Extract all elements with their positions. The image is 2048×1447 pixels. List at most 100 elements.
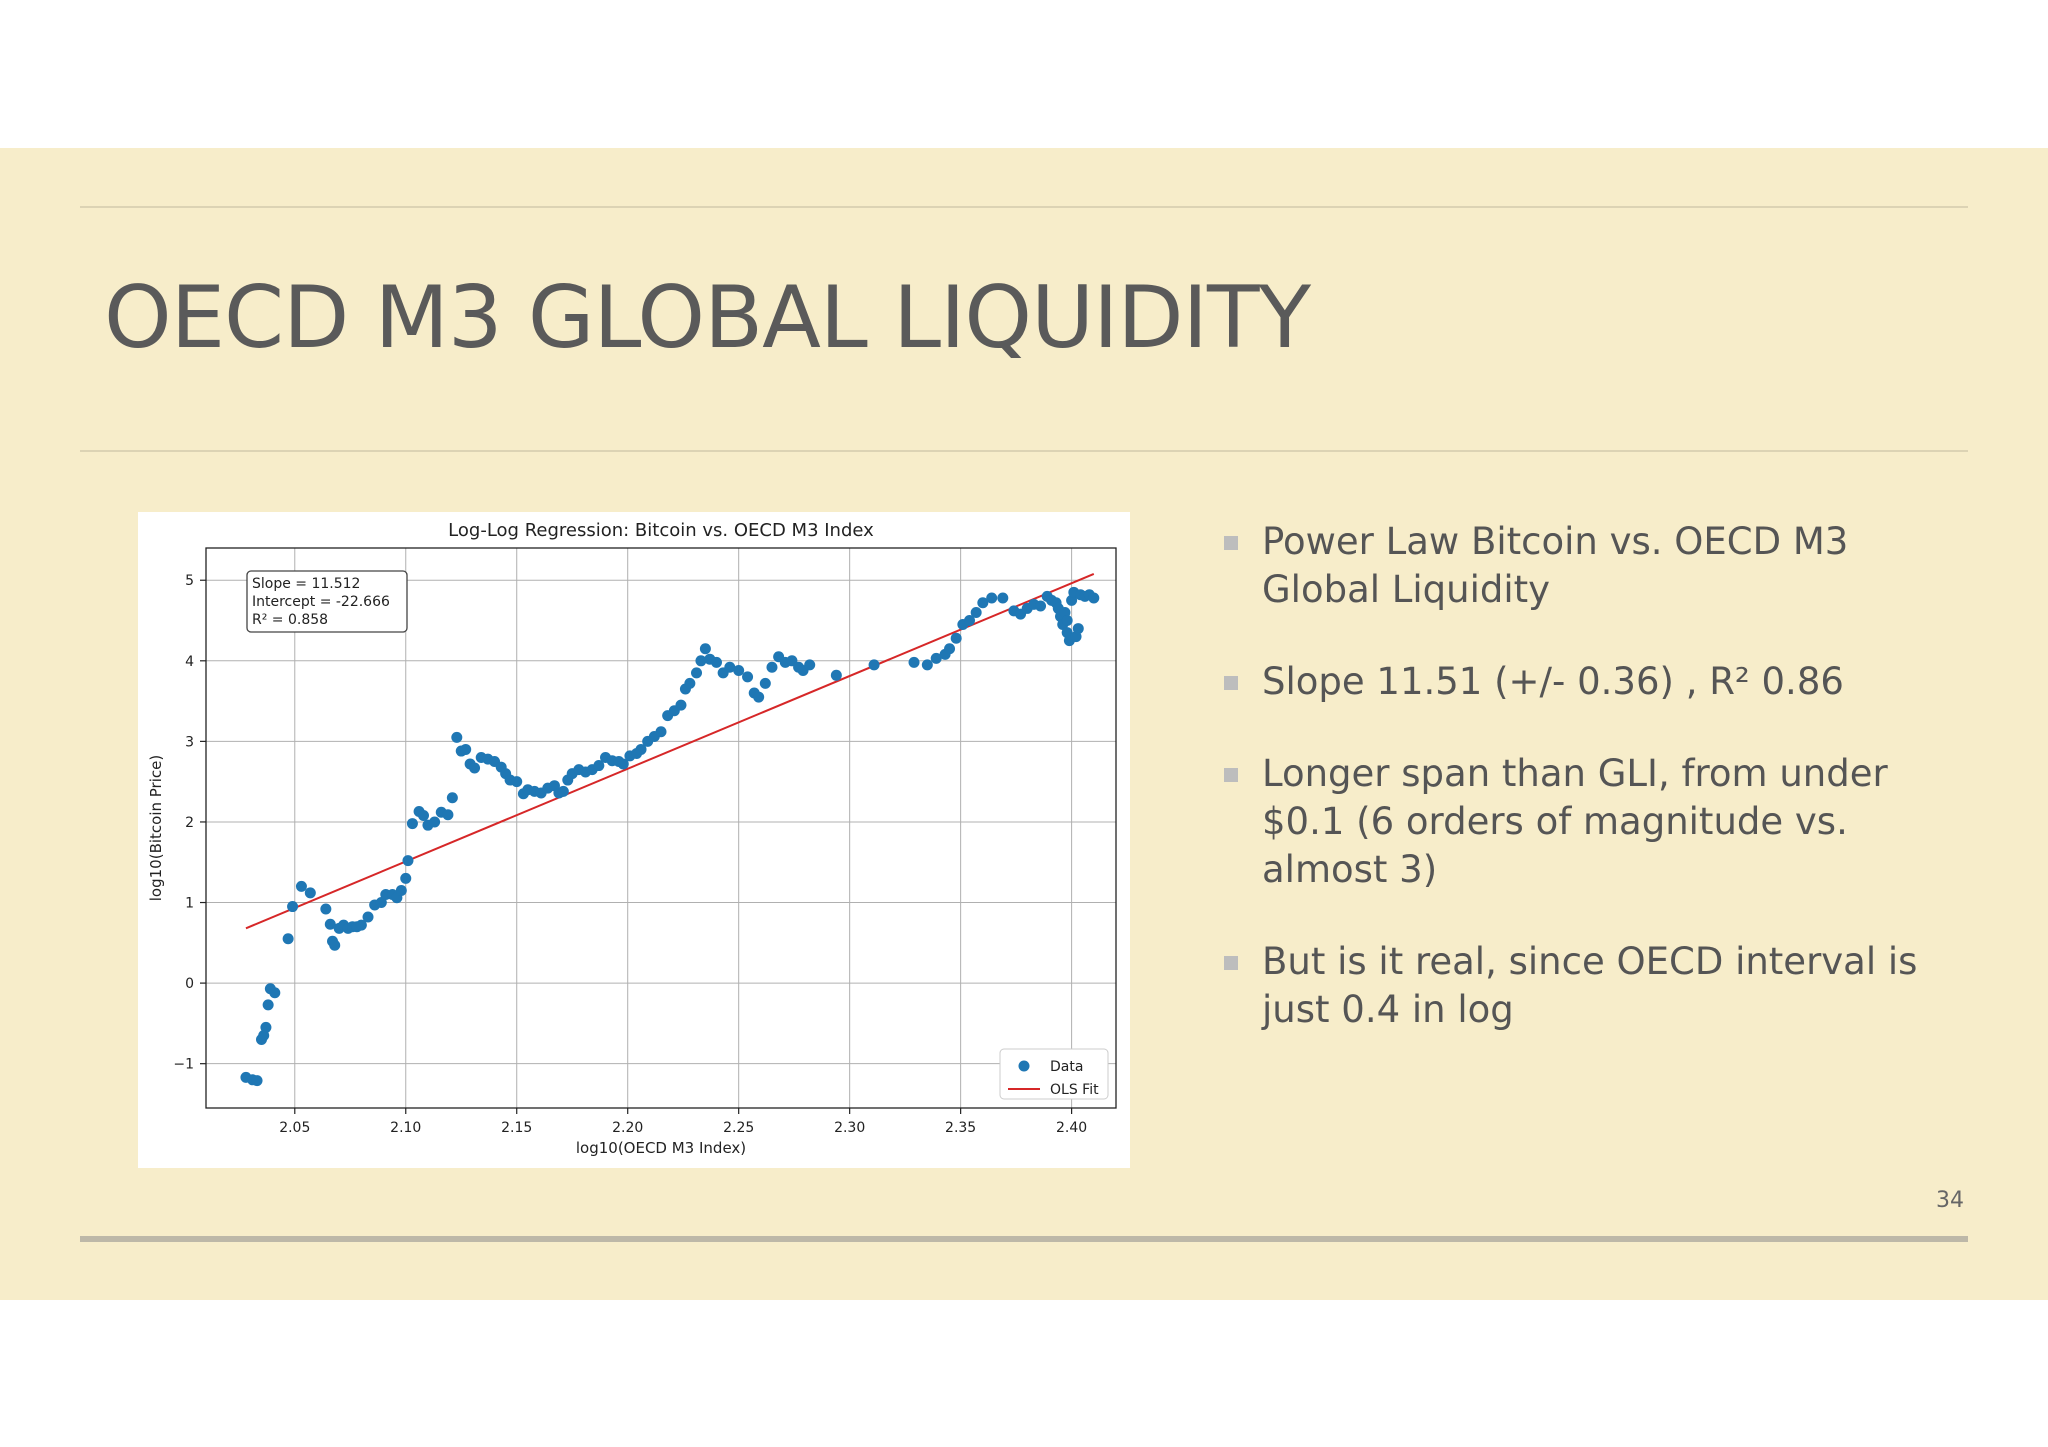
data-point bbox=[282, 933, 294, 945]
data-point bbox=[997, 592, 1009, 604]
legend-data-label: Data bbox=[1050, 1059, 1083, 1075]
slide: OECD M3 GLOBAL LIQUIDITY Log-Log Regress… bbox=[0, 148, 2048, 1300]
y-tick-label: −1 bbox=[173, 1057, 194, 1073]
data-point bbox=[699, 643, 711, 655]
data-point bbox=[320, 903, 332, 915]
data-point bbox=[260, 1021, 272, 1033]
y-tick-label: 2 bbox=[185, 815, 194, 831]
data-point bbox=[675, 699, 687, 711]
data-point bbox=[710, 656, 722, 668]
data-point bbox=[964, 615, 976, 627]
data-point bbox=[1088, 592, 1100, 604]
data-point bbox=[986, 592, 998, 604]
data-point bbox=[970, 606, 982, 618]
data-point bbox=[950, 632, 962, 644]
data-point bbox=[724, 661, 736, 673]
stats-box bbox=[246, 570, 408, 633]
page-number: 34 bbox=[1936, 1188, 1964, 1213]
bottom-divider bbox=[80, 1236, 1968, 1242]
data-point bbox=[830, 669, 842, 681]
data-point bbox=[868, 659, 880, 671]
data-point bbox=[742, 671, 754, 683]
data-point bbox=[395, 884, 407, 896]
data-point bbox=[446, 792, 458, 804]
x-tick-label: 2.40 bbox=[1056, 1120, 1087, 1136]
stats-annotation: Slope = 11.512 Intercept = -22.666 R² = … bbox=[246, 570, 408, 633]
data-point bbox=[287, 901, 299, 913]
top-divider bbox=[80, 206, 1968, 208]
data-point bbox=[324, 918, 336, 930]
r-squared-annotation: R² = 0.858 bbox=[252, 612, 328, 628]
data-point bbox=[451, 731, 463, 743]
intercept-annotation: Intercept = -22.666 bbox=[252, 594, 390, 610]
legend-data-marker bbox=[1018, 1060, 1030, 1072]
x-tick-label: 2.15 bbox=[501, 1120, 532, 1136]
data-point bbox=[733, 664, 745, 676]
bullet-item: Slope 11.51 (+/- 0.36) , R² 0.86 bbox=[1220, 658, 1960, 706]
bullet-item: Power Law Bitcoin vs. OECD M3 Global Liq… bbox=[1220, 518, 1960, 614]
data-point bbox=[1072, 623, 1084, 635]
plot-frame bbox=[205, 547, 1117, 1109]
scatter-chart: Log-Log Regression: Bitcoin vs. OECD M3 … bbox=[138, 512, 1130, 1168]
chart-grid bbox=[206, 548, 1116, 1108]
data-point bbox=[684, 677, 696, 689]
data-point bbox=[304, 887, 316, 899]
bullet-item: But is it real, since OECD interval is j… bbox=[1220, 938, 1960, 1034]
data-point bbox=[469, 762, 481, 774]
chart-title: Log-Log Regression: Bitcoin vs. OECD M3 … bbox=[448, 520, 874, 541]
slide-title: OECD M3 GLOBAL LIQUIDITY bbox=[104, 268, 1311, 368]
bullet-text: Power Law Bitcoin vs. OECD M3 Global Liq… bbox=[1262, 520, 1849, 611]
data-point bbox=[593, 760, 605, 772]
data-point bbox=[418, 810, 430, 822]
ols-fit-line bbox=[245, 573, 1095, 930]
bullet-text: Slope 11.51 (+/- 0.36) , R² 0.86 bbox=[1262, 660, 1844, 703]
chart-svg: Log-Log Regression: Bitcoin vs. OECD M3 … bbox=[147, 520, 1117, 1157]
data-point bbox=[804, 659, 816, 671]
data-point bbox=[429, 816, 441, 828]
data-point bbox=[695, 655, 707, 667]
data-point bbox=[362, 911, 374, 923]
data-point bbox=[355, 919, 367, 931]
data-point bbox=[511, 776, 523, 788]
data-point bbox=[753, 691, 765, 703]
data-point bbox=[269, 987, 281, 999]
data-points bbox=[240, 586, 1100, 1087]
data-point bbox=[406, 818, 418, 830]
data-point bbox=[251, 1075, 263, 1087]
x-axis-label: log10(OECD M3 Index) bbox=[576, 1139, 746, 1157]
data-point bbox=[908, 656, 920, 668]
data-point bbox=[921, 659, 933, 671]
data-point bbox=[1061, 615, 1073, 627]
data-point bbox=[655, 726, 667, 738]
data-point bbox=[402, 855, 414, 867]
data-point bbox=[262, 999, 274, 1011]
x-tick-label: 2.30 bbox=[834, 1120, 865, 1136]
data-point bbox=[442, 809, 454, 821]
data-point bbox=[759, 677, 771, 689]
data-point bbox=[557, 785, 569, 797]
data-point bbox=[329, 939, 341, 951]
data-point bbox=[375, 897, 387, 909]
data-point bbox=[944, 643, 956, 655]
legend-fit-label: OLS Fit bbox=[1050, 1082, 1099, 1098]
y-tick-label: 0 bbox=[185, 976, 194, 992]
bullet-square-icon bbox=[1224, 676, 1238, 690]
y-axis-label: log10(Bitcoin Price) bbox=[147, 755, 165, 901]
bullet-text: But is it real, since OECD interval is j… bbox=[1262, 940, 1918, 1031]
x-tick-label: 2.20 bbox=[612, 1120, 643, 1136]
bullet-square-icon bbox=[1224, 536, 1238, 550]
x-tick-label: 2.25 bbox=[723, 1120, 754, 1136]
data-point bbox=[295, 880, 307, 892]
title-divider bbox=[80, 450, 1968, 452]
data-point bbox=[1035, 600, 1047, 612]
y-axis: −1 0 1 2 3 4 5 bbox=[173, 573, 206, 1073]
slope-annotation: Slope = 11.512 bbox=[252, 576, 360, 592]
x-axis: 2.05 2.10 2.15 2.20 2.25 2.30 2.35 2.40 bbox=[279, 1108, 1087, 1136]
y-tick-label: 5 bbox=[185, 573, 194, 589]
bullet-list: Power Law Bitcoin vs. OECD M3 Global Liq… bbox=[1220, 518, 1960, 1078]
x-tick-label: 2.35 bbox=[945, 1120, 976, 1136]
data-point bbox=[977, 597, 989, 609]
data-point bbox=[766, 661, 778, 673]
data-point bbox=[460, 743, 472, 755]
bullet-text: Longer span than GLI, from under $0.1 (6… bbox=[1262, 752, 1888, 891]
